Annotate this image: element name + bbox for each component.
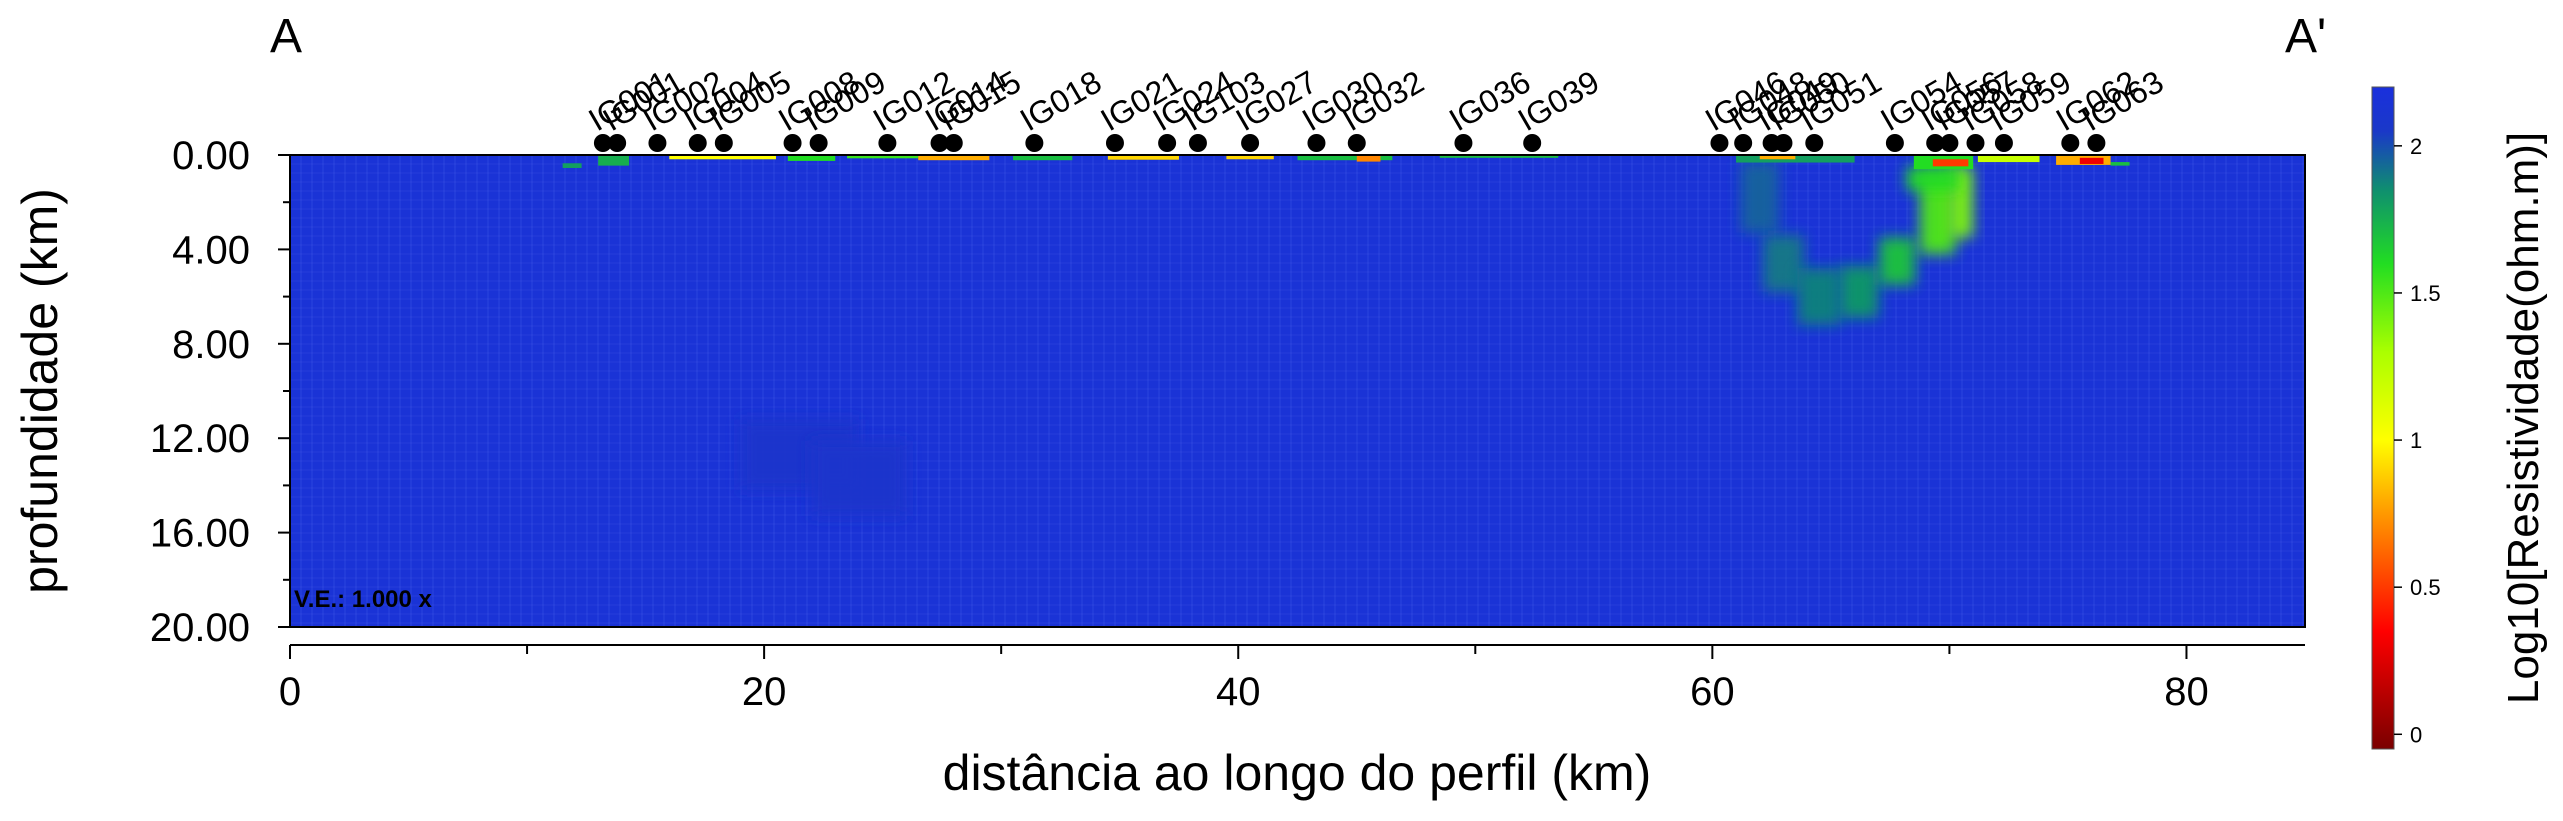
station-marker — [1994, 134, 2013, 152]
resistivity-anomaly — [1763, 235, 1804, 292]
station-marker — [1347, 134, 1366, 152]
colorbar-tick-label: 1.5 — [2410, 281, 2441, 306]
station-marker — [930, 134, 949, 152]
y-tick-label: 0.00 — [172, 134, 250, 178]
station-marker — [2061, 134, 2080, 152]
station-marker — [1710, 134, 1729, 152]
surface-cell — [598, 155, 629, 166]
resistivity-anomaly — [1840, 265, 1879, 318]
surface-cell — [562, 163, 582, 168]
station-marker — [1025, 134, 1044, 152]
surface-cell — [1107, 155, 1179, 160]
station-marker — [783, 134, 802, 152]
station-marker — [944, 134, 963, 152]
station-marker — [593, 134, 612, 152]
station-marker — [1774, 134, 1793, 152]
x-axis-title: distância ao longo do perfil (km) — [943, 745, 1652, 801]
station-marker — [1734, 134, 1753, 152]
station-marker — [2087, 134, 2106, 152]
station-marker — [1885, 134, 1904, 152]
surface-cell — [1297, 155, 1393, 161]
station-marker — [1241, 134, 1260, 152]
surface-cell — [2110, 162, 2130, 166]
colorbar-tick-label: 0.5 — [2410, 575, 2441, 600]
mesh-grid — [290, 155, 2305, 627]
station-marker — [608, 134, 627, 152]
surface-cell — [1013, 155, 1073, 161]
station-marker — [1307, 134, 1326, 152]
station-marker — [1105, 134, 1124, 152]
station-layer: IG001IG001IG002IG004IG005IG008IG009IG012… — [582, 63, 2169, 152]
surface-cell — [787, 155, 836, 161]
y-tick-label: 16.00 — [150, 512, 250, 556]
surface-cell — [918, 155, 990, 161]
station-marker — [878, 134, 897, 152]
x-tick-label: 20 — [742, 670, 787, 714]
colorbar-ramp — [2371, 86, 2395, 750]
surface-cell — [1932, 159, 1969, 167]
corner-label-left: A — [270, 10, 302, 63]
resistivity-anomaly — [1740, 162, 1779, 233]
colorbar-tick-label: 0 — [2410, 722, 2422, 747]
x-axis: 0 20 40 60 80 — [279, 644, 2305, 714]
station-marker — [688, 134, 707, 152]
station-marker — [809, 134, 828, 152]
surface-cell — [1356, 155, 1381, 162]
y-tick-label: 12.00 — [150, 417, 250, 461]
colorbar-title: Log10[Resistividade(ohm.m)] — [2499, 132, 2548, 704]
y-tick-label: 8.00 — [172, 323, 250, 367]
surface-cell — [1977, 155, 2040, 163]
surface-cell — [1226, 155, 1274, 160]
surface-cell — [2079, 157, 2104, 164]
section-background — [290, 155, 2305, 627]
station-marker — [1158, 134, 1177, 152]
surface-cell — [669, 155, 776, 160]
station-marker — [1966, 134, 1985, 152]
y-axis: 0.00 4.00 8.00 12.00 16.00 20.00 — [150, 134, 291, 650]
station-marker — [1940, 134, 1959, 152]
colorbar: 0 0.5 1 1.5 2 — [2371, 86, 2441, 750]
surface-layer — [562, 155, 2130, 170]
x-tick-label: 40 — [1216, 670, 1261, 714]
station-marker — [1805, 134, 1824, 152]
surface-cell — [847, 155, 919, 159]
plot-area: V.E.: 1.000 x — [289, 154, 2306, 628]
resistivity-anomaly — [1879, 237, 1916, 285]
station-marker — [648, 134, 667, 152]
x-tick-label: 0 — [279, 670, 301, 714]
x-tick-label: 80 — [2164, 670, 2209, 714]
station-marker — [1188, 134, 1207, 152]
vertical-exaggeration-label: V.E.: 1.000 x — [294, 586, 433, 613]
resistivity-anomaly — [1797, 268, 1841, 325]
colorbar-tick-label: 1 — [2410, 428, 2422, 453]
y-tick-label: 20.00 — [150, 606, 250, 650]
station-marker — [1926, 134, 1945, 152]
surface-cell — [1759, 155, 1796, 160]
station-label: IG018 — [1014, 63, 1107, 138]
y-tick-label: 4.00 — [172, 228, 250, 272]
resistivity-anomaly — [811, 440, 907, 517]
station-marker — [1454, 134, 1473, 152]
resistivity-anomaly — [1906, 166, 1959, 191]
corner-label-right: A' — [2285, 10, 2326, 63]
station-label: IG039 — [1512, 63, 1605, 138]
y-axis-title: profundidade (km) — [12, 188, 68, 594]
surface-cell — [1439, 155, 1559, 158]
station-marker — [1523, 134, 1542, 152]
x-tick-label: 60 — [1690, 670, 1735, 714]
anomaly-layer — [740, 162, 1974, 517]
colorbar-tick-label: 2 — [2410, 134, 2422, 159]
station-marker — [714, 134, 733, 152]
